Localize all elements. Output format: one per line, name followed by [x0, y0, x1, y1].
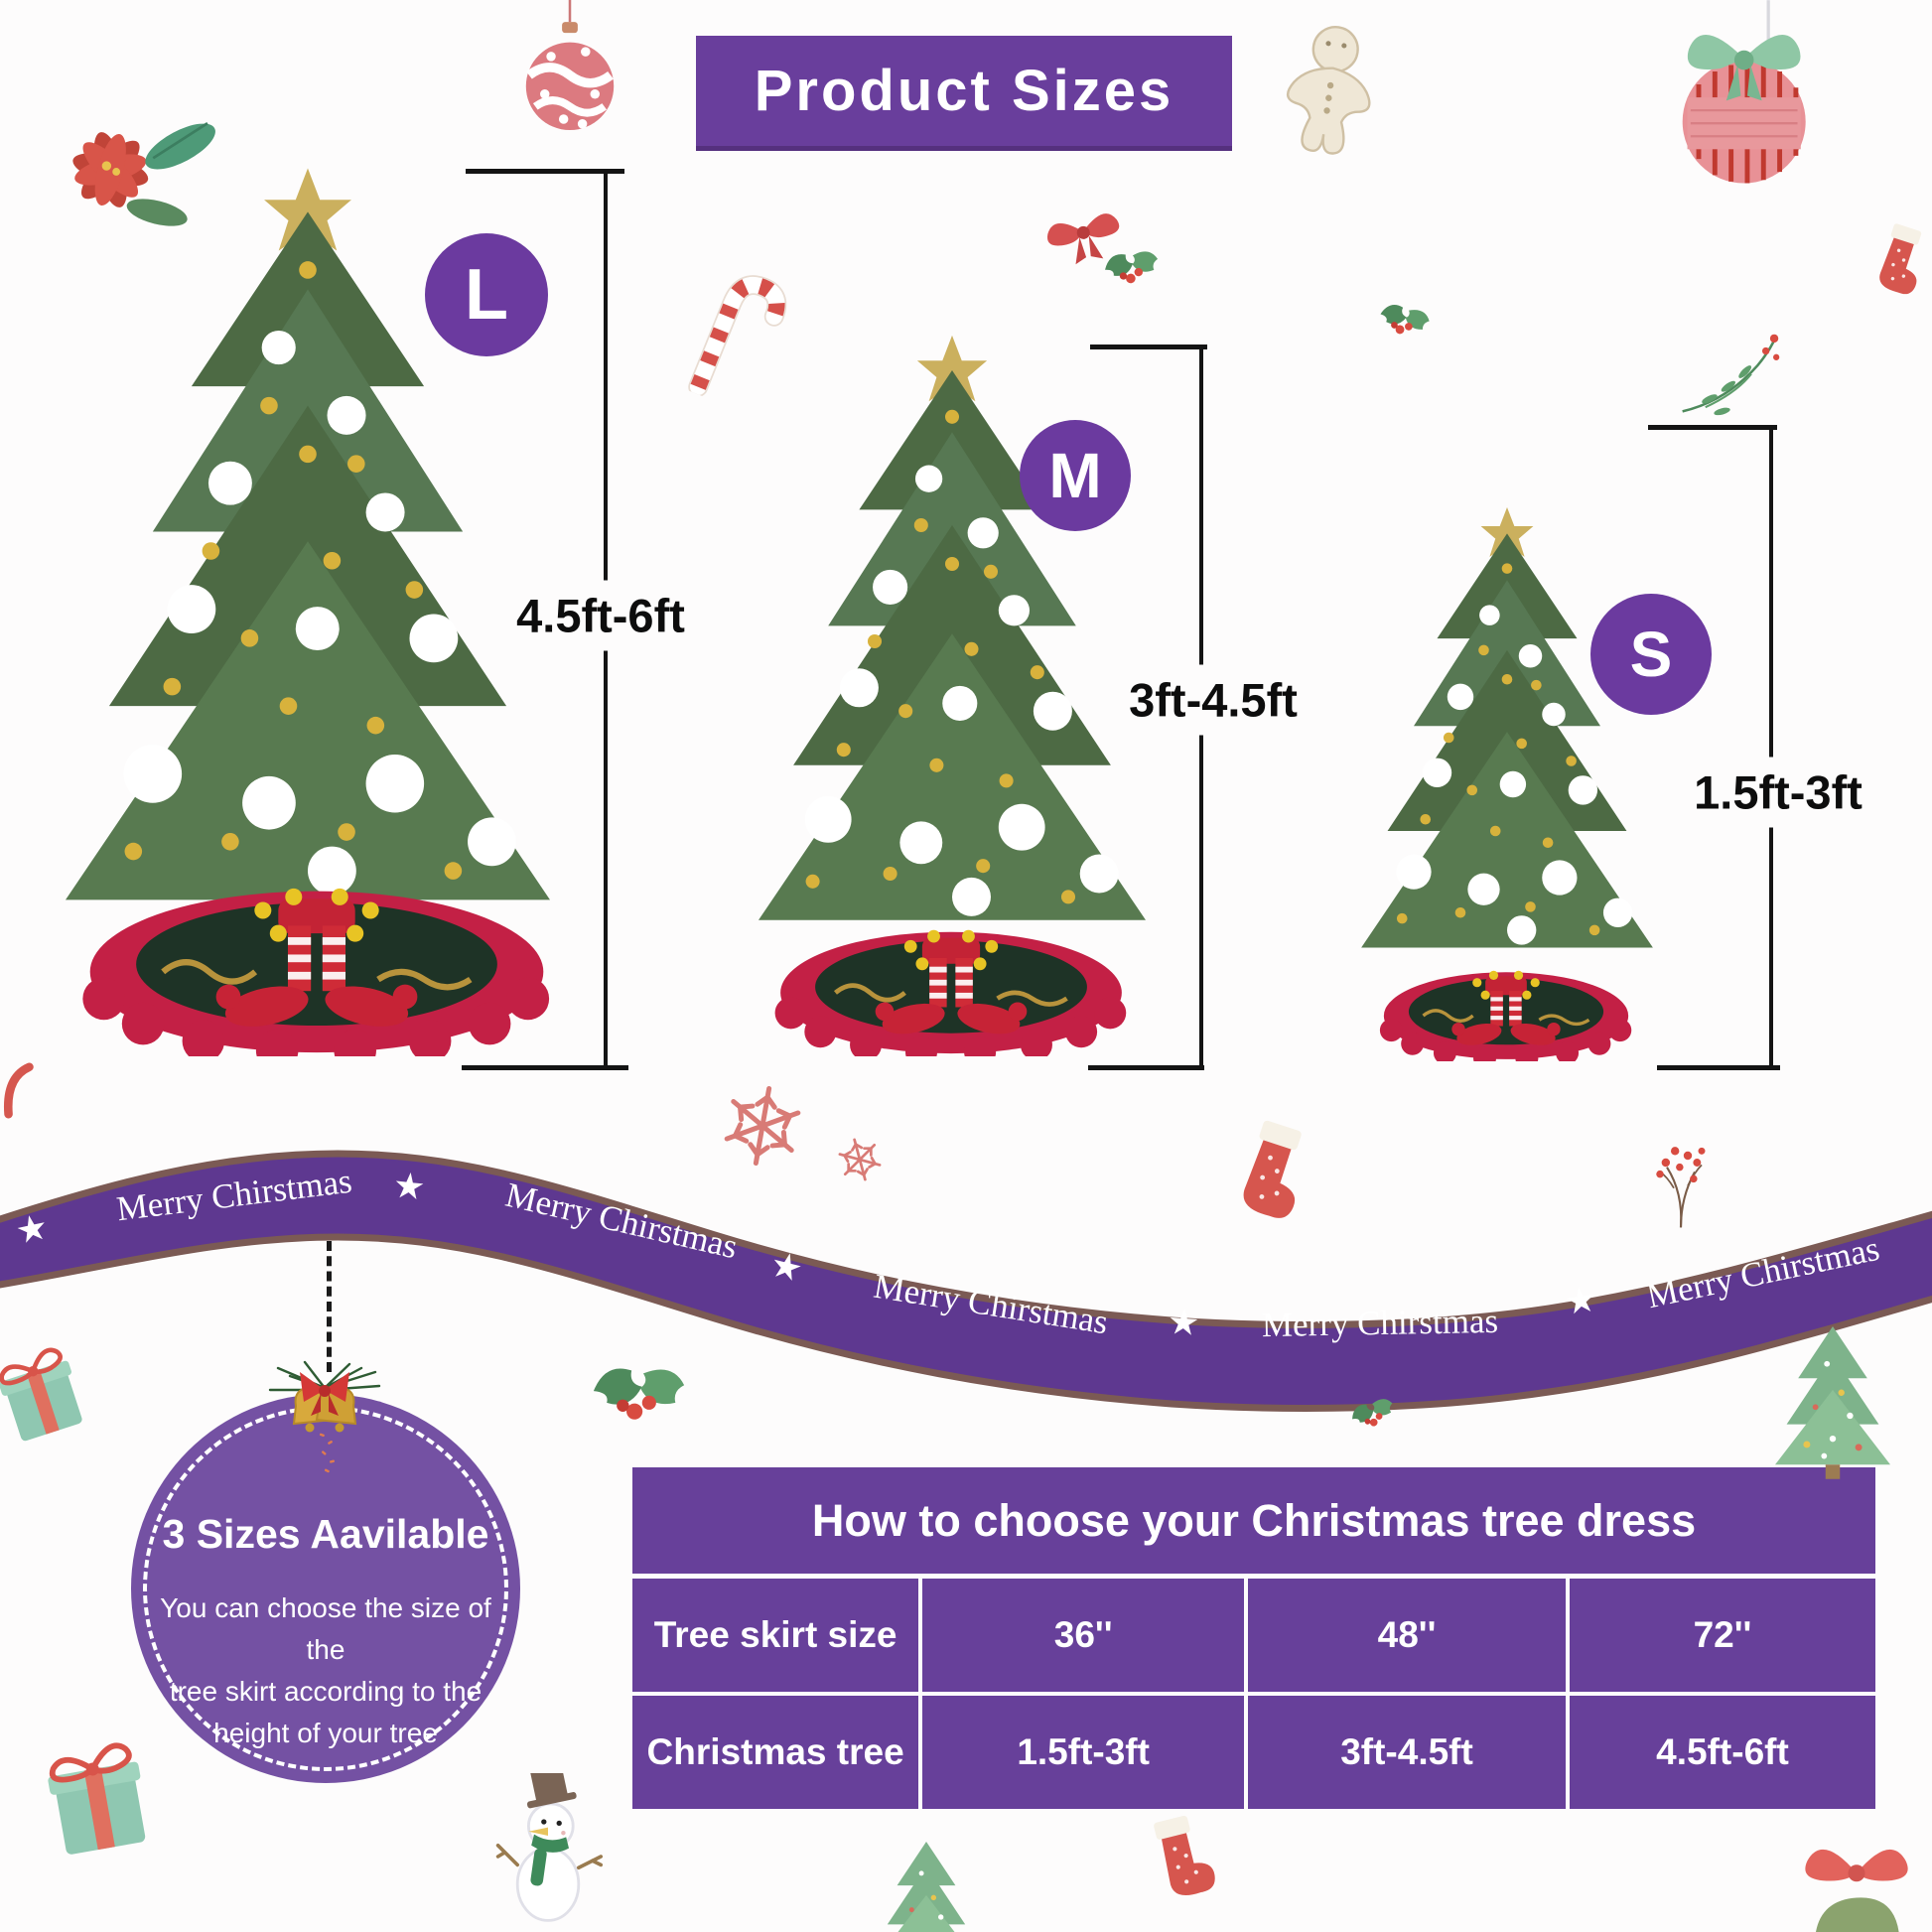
holly-icon [1377, 302, 1432, 340]
badge-text-line: You can choose the size of the [160, 1592, 491, 1665]
holly-icon [593, 1368, 685, 1420]
measure-cap-bottom-large [462, 1065, 628, 1070]
size-badge-large: L [425, 233, 548, 356]
measure-cap-top-small [1648, 425, 1777, 430]
table-cell-skirt-size: 72'' [1569, 1579, 1875, 1692]
bellgift-icon [1805, 1849, 1908, 1932]
ribbon-star-icon: ★ [390, 1165, 428, 1209]
tree-skirt-small [1377, 968, 1634, 1061]
height-range-medium: 3ft-4.5ft [1117, 664, 1310, 736]
flake-icon [833, 1133, 887, 1186]
ribbon-star-icon: ★ [765, 1243, 807, 1292]
ribbon-phrase: Merry Chirstmas [501, 1174, 742, 1267]
badge-text-line: height of your tree [213, 1718, 438, 1748]
christmas-tree-small [1361, 506, 1653, 948]
stocking-icon [1153, 1812, 1218, 1900]
bauble-icon [522, 0, 618, 149]
bells-icon [268, 1360, 381, 1474]
ribbon-star-icon: ★ [12, 1206, 53, 1253]
height-range-small: 1.5ft-3ft [1682, 757, 1874, 828]
snowman-icon [495, 1773, 604, 1923]
measure-line-small [1769, 427, 1773, 1067]
table-cell-tree-height: 1.5ft-3ft [922, 1696, 1245, 1809]
holly-icon [1348, 1395, 1398, 1433]
badge-text-line: tree skirt according to the [169, 1676, 483, 1707]
baublebow-icon [1668, 0, 1822, 187]
paint-icon [0, 1062, 38, 1119]
dashed-hanger-line [327, 1241, 332, 1372]
size-letter: M [1048, 440, 1102, 511]
size-badge-small: S [1590, 594, 1712, 715]
ribbon-phrase: Merry Chirstmas [1643, 1228, 1883, 1316]
tree-skirt-medium [756, 923, 1147, 1056]
size-letter: S [1629, 619, 1673, 690]
ribbon-star-icon: ★ [1166, 1301, 1201, 1345]
tree-skirt-large [66, 880, 568, 1056]
size-badge-medium: M [1020, 420, 1131, 531]
ribbon-phrase: Merry Chirstmas [871, 1266, 1111, 1342]
flake-icon [712, 1075, 813, 1176]
sprig-icon [1681, 333, 1781, 418]
measure-cap-top-medium [1090, 345, 1207, 349]
gift-icon [0, 1328, 99, 1454]
gingerbread-icon [1279, 20, 1381, 160]
badge-heading: 3 Sizes Aavilable [162, 1511, 489, 1557]
holly-icon [1103, 248, 1161, 287]
table-cell-row-label: Tree skirt size [632, 1579, 919, 1692]
page-title-banner: Product Sizes [696, 36, 1232, 151]
stocking-icon [1236, 1119, 1316, 1223]
poinsettia-icon [68, 113, 223, 233]
table-cell-row-label: Christmas tree [632, 1696, 919, 1809]
measure-cap-top-large [466, 169, 624, 174]
stocking-icon [1874, 222, 1932, 298]
gift-icon [30, 1723, 166, 1869]
measure-cap-bottom-medium [1088, 1065, 1204, 1070]
ribbon-phrase: Merry Chirstmas [1261, 1301, 1499, 1345]
table-cell-tree-height: 4.5ft-6ft [1569, 1696, 1875, 1809]
table-cell-skirt-size: 48'' [1248, 1579, 1566, 1692]
ribbon-phrase: Merry Chirstmas [114, 1161, 354, 1229]
ftree-icon [1775, 1326, 1890, 1479]
height-range-large: 4.5ft-6ft [504, 580, 697, 651]
measure-cap-bottom-small [1657, 1065, 1780, 1070]
size-letter: L [465, 255, 508, 335]
size-table: How to choose your Christmas tree dress … [632, 1467, 1875, 1809]
berries-icon [1655, 1146, 1707, 1229]
size-table-title: How to choose your Christmas tree dress [632, 1467, 1875, 1574]
table-cell-skirt-size: 36'' [922, 1579, 1245, 1692]
ribbon-star-icon: ★ [1562, 1278, 1599, 1324]
size-table-grid: Tree skirt size 36'' 48'' 72'' Christmas… [632, 1579, 1875, 1809]
table-cell-tree-height: 3ft-4.5ft [1248, 1696, 1566, 1809]
ftree-icon [878, 1842, 975, 1932]
page-title: Product Sizes [754, 59, 1174, 123]
